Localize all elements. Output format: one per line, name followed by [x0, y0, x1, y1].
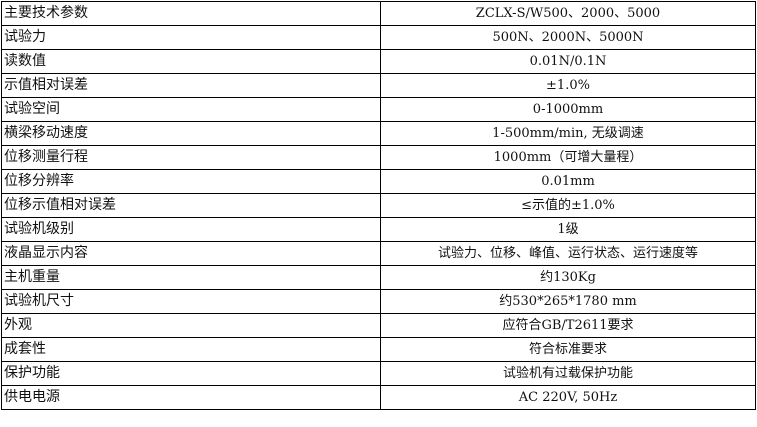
spec-value: 约530*265*1780 mm: [380, 289, 756, 314]
spec-value: AC 220V, 50Hz: [380, 385, 756, 410]
spec-label: 示值相对误差: [1, 73, 381, 98]
spec-table-body: 主要技术参数 ZCLX-S/W500、2000、5000 试验力 500N、2000N…: [1, 1, 756, 410]
spec-value: 0-1000mm: [380, 97, 756, 122]
table-row: 横梁移动速度 1-500mm/min, 无级调速: [1, 121, 756, 146]
spec-label: 试验机尺寸: [1, 289, 381, 314]
spec-label: 位移分辨率: [1, 169, 381, 194]
table-row: 位移分辨率 0.01mm: [1, 169, 756, 194]
table-row: 试验力 500N、2000N、5000N: [1, 25, 756, 50]
spec-value: ±1.0%: [380, 73, 756, 98]
table-row: 保护功能 试验机有过载保护功能: [1, 361, 756, 386]
table-row: 成套性 符合标准要求: [1, 337, 756, 362]
spec-value: 约130Kg: [380, 265, 756, 290]
spec-label: 供电电源: [1, 385, 381, 410]
spec-value: 符合标准要求: [380, 337, 756, 362]
table-row: 外观 应符合GB/T2611要求: [1, 313, 756, 338]
spec-label: 主要技术参数: [1, 1, 381, 26]
spec-label: 试验力: [1, 25, 381, 50]
table-row: 供电电源 AC 220V, 50Hz: [1, 385, 756, 410]
spec-value: 0.01mm: [380, 169, 756, 194]
table-row: 液晶显示内容 试验力、位移、峰值、运行状态、运行速度等: [1, 241, 756, 266]
spec-value: 1000mm（可增大量程）: [380, 145, 756, 170]
spec-label: 保护功能: [1, 361, 381, 386]
spec-label: 试验机级别: [1, 217, 381, 242]
table-row: 示值相对误差 ±1.0%: [1, 73, 756, 98]
table-row: 主要技术参数 ZCLX-S/W500、2000、5000: [1, 1, 756, 26]
spec-label: 位移示值相对误差: [1, 193, 381, 218]
table-row: 位移测量行程 1000mm（可增大量程）: [1, 145, 756, 170]
spec-value: 1-500mm/min, 无级调速: [380, 121, 756, 146]
spec-label: 位移测量行程: [1, 145, 381, 170]
table-row: 位移示值相对误差 ≤示值的±1.0%: [1, 193, 756, 218]
spec-label: 成套性: [1, 337, 381, 362]
spec-value: 0.01N/0.1N: [380, 49, 756, 74]
table-row: 试验机级别 1级: [1, 217, 756, 242]
spec-value: ≤示值的±1.0%: [380, 193, 756, 218]
spec-label: 读数值: [1, 49, 381, 74]
table-row: 试验机尺寸 约530*265*1780 mm: [1, 289, 756, 314]
spec-label: 外观: [1, 313, 381, 338]
table-row: 读数值 0.01N/0.1N: [1, 49, 756, 74]
spec-table: 主要技术参数 ZCLX-S/W500、2000、5000 试验力 500N、2000N…: [1, 1, 756, 410]
spec-label: 试验空间: [1, 97, 381, 122]
spec-label: 主机重量: [1, 265, 381, 290]
spec-value: 应符合GB/T2611要求: [380, 313, 756, 338]
spec-value: 1级: [380, 217, 756, 242]
spec-label: 横梁移动速度: [1, 121, 381, 146]
table-row: 试验空间 0-1000mm: [1, 97, 756, 122]
spec-value: 500N、2000N、5000N: [380, 25, 756, 50]
spec-value: ZCLX-S/W500、2000、5000: [380, 1, 756, 26]
spec-label: 液晶显示内容: [1, 241, 381, 266]
table-row: 主机重量 约130Kg: [1, 265, 756, 290]
spec-value: 试验机有过载保护功能: [380, 361, 756, 386]
spec-value: 试验力、位移、峰值、运行状态、运行速度等: [380, 241, 756, 266]
